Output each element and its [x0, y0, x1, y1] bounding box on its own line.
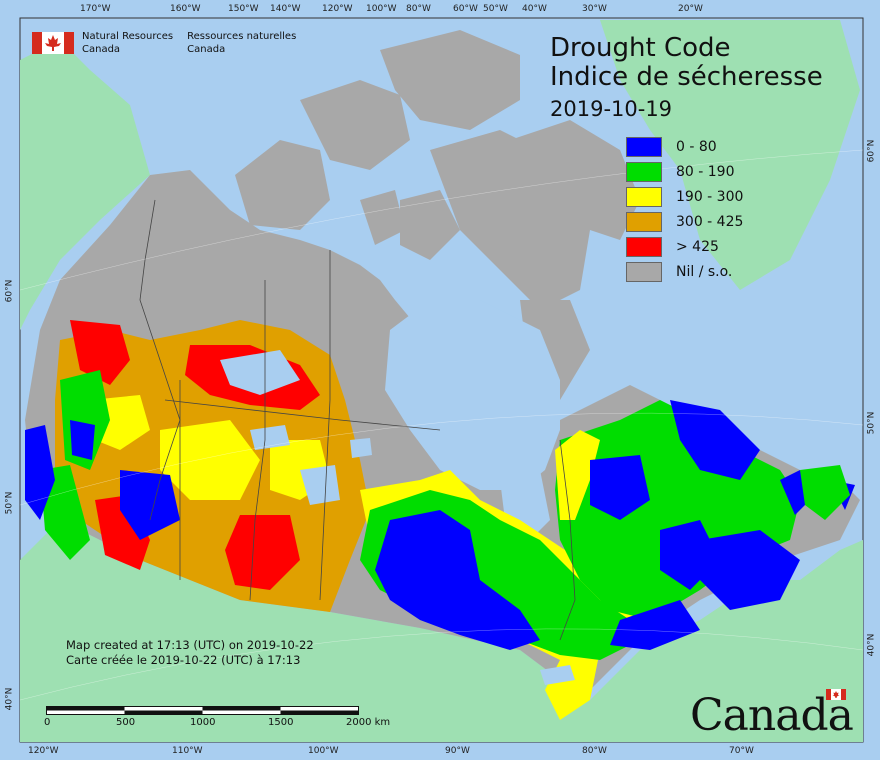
- legend-swatch: [626, 136, 662, 157]
- tick-bottom-70w: 70°W: [729, 746, 754, 756]
- legend-swatch: [626, 261, 662, 282]
- tick-right-40n: 40°N: [866, 633, 877, 657]
- tick-top-30w: 30°W: [582, 4, 607, 14]
- wordmark-flag-icon: [826, 689, 846, 700]
- scale-label-0: 0: [44, 717, 51, 728]
- lakes: [220, 350, 575, 685]
- graticule: [19, 149, 864, 701]
- legend-swatch: [626, 211, 662, 232]
- tick-right-60n: 60°N: [866, 139, 877, 163]
- tick-top-120w: 120°W: [322, 4, 353, 14]
- legend-item: Nil / s.o.: [626, 259, 743, 284]
- creation-note: Map created at 17:13 (UTC) on 2019-10-22…: [66, 638, 314, 668]
- tick-top-60w: 60°W: [453, 4, 478, 14]
- zone-190-300-quebec: [555, 430, 600, 520]
- legend-label: > 425: [676, 238, 719, 255]
- legend-swatch: [626, 236, 662, 257]
- tick-top-170w: 170°W: [80, 4, 111, 14]
- nrcan-french: Ressources naturelles Canada: [187, 30, 296, 56]
- legend-item: > 425: [626, 234, 743, 259]
- nrcan-signature: Natural Resources Canada Ressources natu…: [32, 30, 310, 56]
- legend-swatch: [626, 161, 662, 182]
- tick-right-50n: 50°N: [866, 411, 877, 435]
- legend-label: 300 - 425: [676, 213, 744, 230]
- alaska-land: [20, 40, 150, 330]
- tick-top-40w: 40°W: [522, 4, 547, 14]
- scale-label-1500: 1500: [268, 717, 294, 728]
- nrcan-en-line2: Canada: [82, 44, 121, 55]
- legend: 0 - 80 80 - 190 190 - 300 300 - 425 > 425 Nil…: [626, 134, 743, 284]
- scale-label-500: 500: [116, 717, 136, 728]
- nrcan-fr-line1: Ressources naturelles: [187, 31, 297, 42]
- arctic-islands: [235, 30, 640, 400]
- zone-0-80-quebec: [590, 400, 855, 650]
- tick-top-80w: 80°W: [406, 4, 431, 14]
- legend-label: 0 - 80: [676, 138, 717, 155]
- tick-left-50n: 50°N: [4, 491, 15, 515]
- legend-swatch: [626, 186, 662, 207]
- tick-top-150w: 150°W: [228, 4, 259, 14]
- scale-unit: km: [374, 717, 391, 728]
- zone-0-80-west: [25, 420, 180, 540]
- tick-bottom-90w: 90°W: [445, 746, 470, 756]
- tick-top-20w: 20°W: [678, 4, 703, 14]
- zone-0-80-ontario: [375, 510, 540, 650]
- canada-flag-icon: [32, 32, 74, 54]
- hudson-bay: [385, 300, 560, 490]
- tick-bottom-100w: 100°W: [308, 746, 339, 756]
- nrcan-en-line1: Natural Resources: [82, 31, 174, 42]
- scale-label-2000-value: 2000: [346, 717, 372, 728]
- nrcan-fr-line2: Canada: [187, 44, 226, 55]
- title-french: Indice de sécheresse: [550, 62, 823, 92]
- tick-top-140w: 140°W: [270, 4, 301, 14]
- greenland-land: [600, 20, 860, 290]
- nrcan-english: Natural Resources Canada: [82, 30, 173, 56]
- newfoundland: [800, 465, 850, 520]
- legend-item: 80 - 190: [626, 159, 743, 184]
- map-title-block: Drought Code Indice de sécheresse 2019-1…: [550, 34, 823, 123]
- map-date: 2019-10-19: [550, 97, 673, 121]
- creation-note-en: Map created at 17:13 (UTC) on 2019-10-22: [66, 638, 314, 652]
- legend-item: 190 - 300: [626, 184, 743, 209]
- tick-bottom-120w: 120°W: [28, 746, 59, 756]
- tick-top-50w: 50°W: [483, 4, 508, 14]
- creation-note-fr: Carte créée le 2019-10-22 (UTC) à 17:13: [66, 653, 301, 667]
- tick-left-40n: 40°N: [4, 687, 15, 711]
- scale-bar-graphic: [46, 706, 359, 715]
- title-english: Drought Code: [550, 33, 731, 63]
- provincial-borders: [139, 199, 576, 641]
- scale-label-1000: 1000: [190, 717, 216, 728]
- legend-label: 190 - 300: [676, 188, 744, 205]
- legend-item: 0 - 80: [626, 134, 743, 159]
- tick-left-60n: 60°N: [4, 279, 15, 303]
- tick-top-160w: 160°W: [170, 4, 201, 14]
- tick-top-100w: 100°W: [366, 4, 397, 14]
- legend-item: 300 - 425: [626, 209, 743, 234]
- scale-label-2000: 2000 km: [346, 717, 390, 728]
- tick-bottom-110w: 110°W: [172, 746, 203, 756]
- legend-label: Nil / s.o.: [676, 263, 733, 280]
- canada-wordmark: Canada: [690, 689, 854, 741]
- legend-label: 80 - 190: [676, 163, 735, 180]
- tick-bottom-80w: 80°W: [582, 746, 607, 756]
- usa-land: [20, 520, 863, 742]
